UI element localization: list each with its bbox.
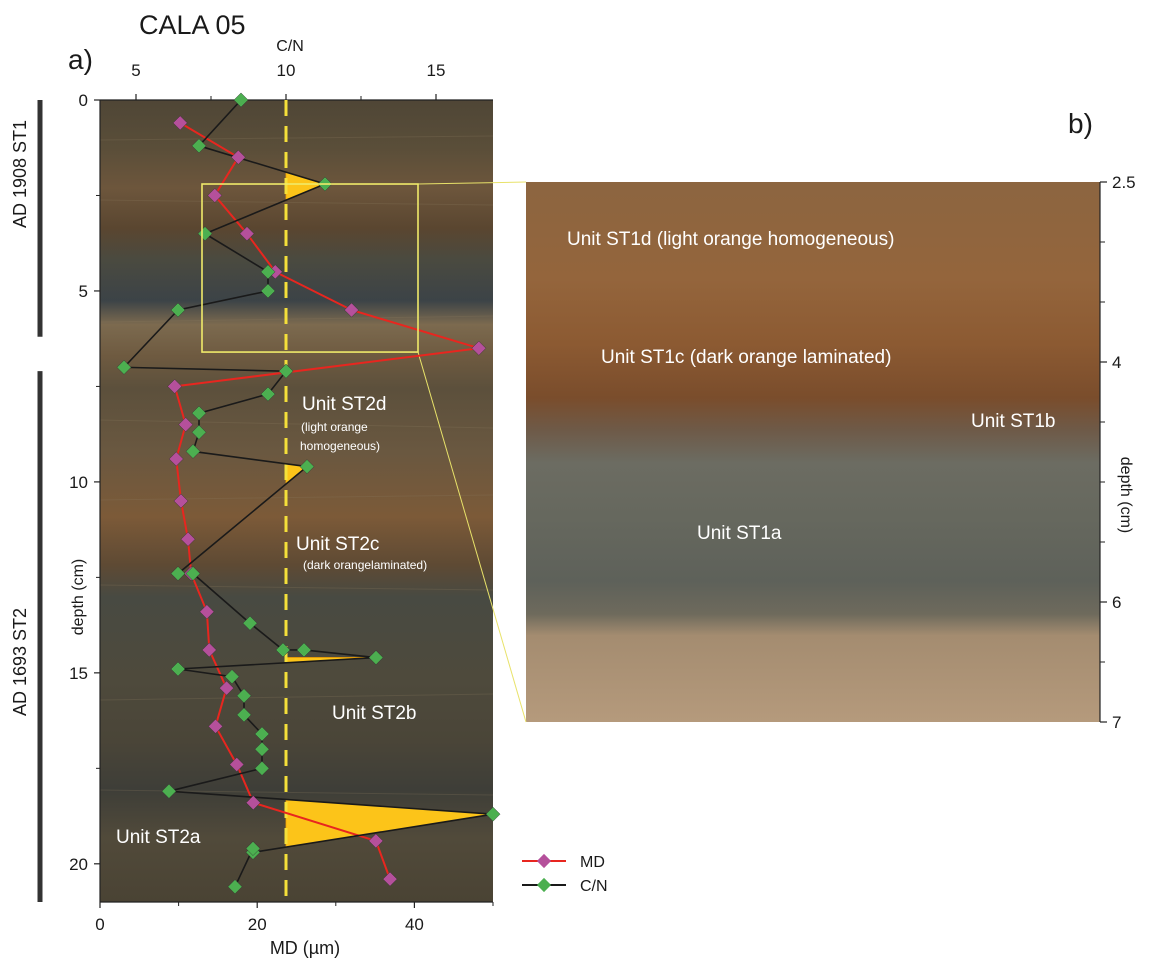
md-point — [382, 871, 398, 887]
md-point — [471, 340, 487, 356]
core-photo-b — [526, 182, 1100, 722]
side-bar-st2-label: AD 1693 ST2 — [10, 608, 30, 716]
cn-point — [185, 443, 201, 459]
chart-title: CALA 05 — [139, 10, 246, 40]
md-point — [368, 833, 384, 849]
x-tick-label-top: 10 — [277, 61, 296, 80]
cn-point — [170, 661, 186, 677]
zoom-box — [201, 183, 419, 353]
cn-point — [224, 669, 240, 685]
legend-cn-label: C/N — [580, 878, 608, 895]
md-point — [173, 493, 189, 509]
cn-point — [278, 363, 294, 379]
cn-point — [299, 459, 315, 474]
md-point — [178, 417, 194, 432]
unit-st1a-label: Unit ST1a — [697, 523, 782, 544]
unit-st2c-sub-1: (dark orangelaminated) — [303, 558, 427, 572]
md-point — [207, 188, 223, 203]
cn-point — [233, 92, 249, 108]
y-tick-label-a: 20 — [69, 855, 88, 874]
md-point — [168, 451, 184, 467]
y-axis-label-b: depth (cm) — [1117, 457, 1134, 533]
side-bar-st1-label: AD 1908 ST1 — [10, 120, 30, 228]
md-point — [230, 149, 246, 165]
unit-st2d-label: Unit ST2d — [302, 394, 386, 415]
unit-st2b-label: Unit ST2b — [332, 703, 416, 724]
md-point — [172, 115, 188, 131]
cn-point — [260, 264, 276, 280]
x-tick-label-bottom: 0 — [95, 915, 104, 934]
legend-cn-marker — [536, 877, 552, 893]
cn-point — [368, 650, 384, 665]
panel-a-label: a) — [68, 44, 93, 75]
y-tick-label-b: 6 — [1112, 593, 1121, 612]
unit-st2a-label: Unit ST2a — [116, 827, 201, 848]
unit-st1c-label: Unit ST1c (dark orange laminated) — [601, 347, 891, 368]
cn-point — [170, 566, 186, 581]
cn-point — [485, 806, 501, 822]
cn-point — [242, 615, 258, 631]
y-tick-label-a: 0 — [79, 91, 88, 110]
x-axis-top-label: C/N — [276, 38, 304, 55]
unit-st2d-sub-1: (light orange — [301, 420, 368, 434]
cn-point — [245, 841, 261, 856]
md-point — [201, 642, 217, 658]
y-tick-label-b: 4 — [1112, 353, 1121, 372]
legend-md-marker — [536, 853, 552, 869]
y-tick-label-b: 2.5 — [1112, 173, 1136, 192]
cn-point — [236, 707, 252, 723]
panel-b-label: b) — [1068, 108, 1093, 139]
md-point — [199, 604, 215, 620]
x-tick-label-bottom: 40 — [405, 915, 424, 934]
legend: MD C/N — [522, 853, 608, 895]
cn-point — [254, 726, 270, 742]
y-axis-label-a: depth (cm) — [70, 559, 87, 635]
core-laminae — [99, 135, 494, 796]
cn-point — [170, 302, 186, 318]
core-photo-a — [100, 100, 493, 902]
md-point — [245, 795, 261, 811]
x-tick-label-bottom: 20 — [248, 915, 267, 934]
cn-point — [236, 688, 252, 704]
cn-point — [260, 283, 276, 299]
cn-point — [191, 138, 207, 154]
md-point — [219, 680, 234, 696]
cn-point — [254, 741, 270, 757]
cn-point — [260, 386, 276, 402]
cn-point — [254, 760, 270, 776]
unit-st2d-sub-2: homogeneous) — [300, 439, 380, 453]
y-tick-label-a: 10 — [69, 473, 88, 492]
cn-point — [161, 783, 177, 799]
x-tick-label-top: 15 — [427, 61, 446, 80]
unit-st2c-label: Unit ST2c — [296, 534, 379, 555]
md-point — [239, 226, 255, 242]
md-point — [167, 379, 183, 394]
cn-point — [191, 424, 207, 440]
md-point — [229, 757, 245, 772]
cn-point — [191, 405, 207, 421]
y-tick-label-a: 5 — [79, 282, 88, 301]
x-tick-label-top: 5 — [131, 61, 140, 80]
md-point — [344, 302, 359, 318]
md-point — [208, 718, 223, 734]
md-point — [180, 531, 196, 547]
y-tick-label-a: 15 — [69, 664, 88, 683]
cn-point — [296, 642, 312, 658]
cn-point — [116, 359, 132, 375]
y-tick-label-b: 7 — [1112, 713, 1121, 732]
cn-point — [275, 642, 291, 658]
unit-st1b-label: Unit ST1b — [971, 411, 1055, 432]
legend-md-label: MD — [580, 854, 605, 871]
cn-point — [185, 566, 201, 581]
unit-st1d-label: Unit ST1d (light orange homogeneous) — [567, 229, 894, 250]
zoom-connectors — [417, 181, 527, 723]
cn-point — [227, 879, 243, 895]
x-axis-bottom-label: MD (µm) — [270, 938, 340, 958]
